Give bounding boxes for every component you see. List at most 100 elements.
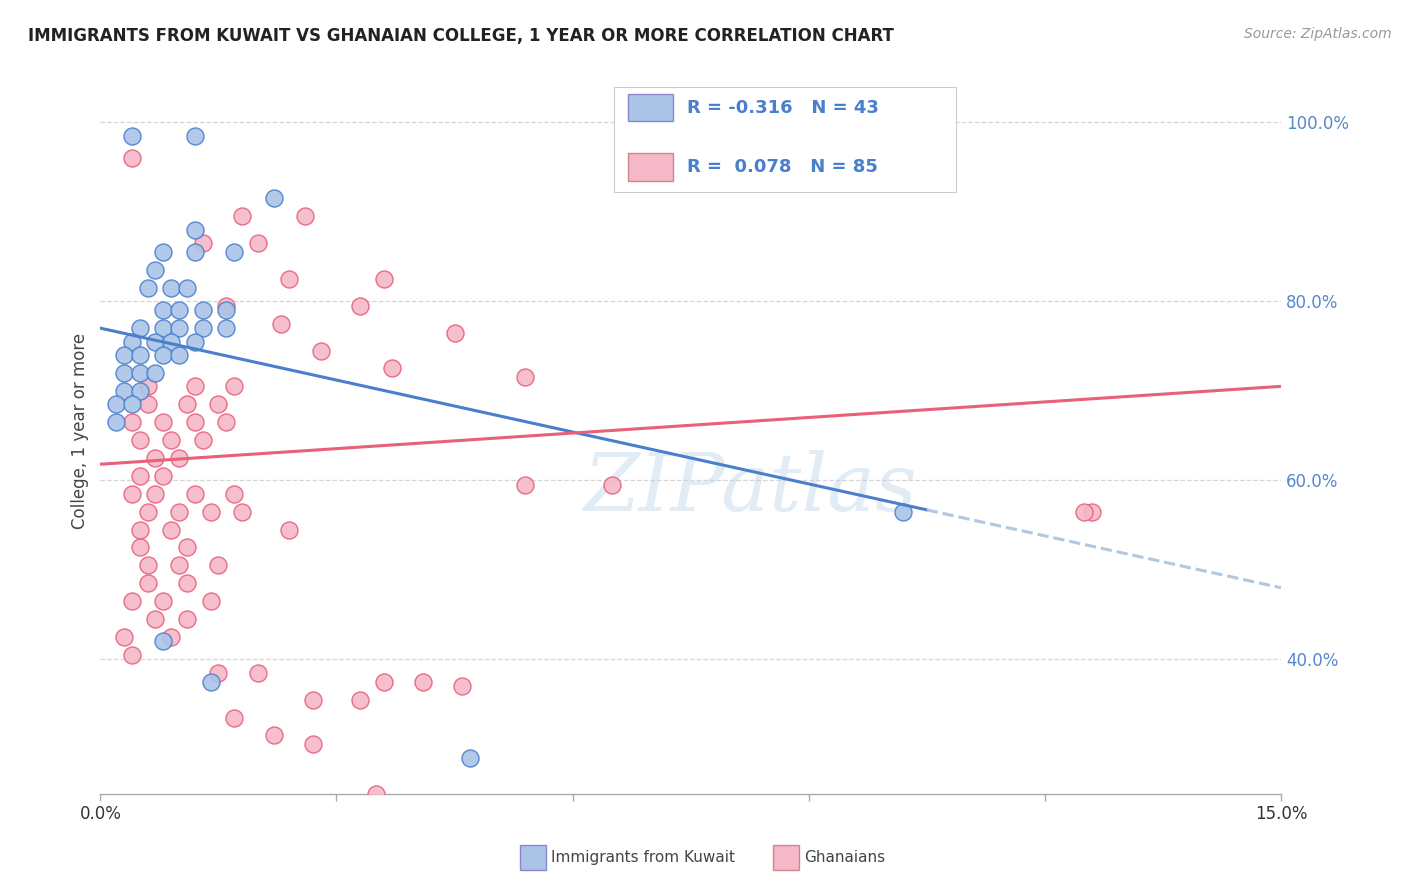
Text: ZIPatlas: ZIPatlas — [583, 450, 917, 528]
Point — [364, 787, 387, 801]
Point — [176, 576, 198, 591]
Point — [231, 505, 253, 519]
Point — [136, 558, 159, 573]
Point — [105, 415, 128, 429]
Point — [145, 612, 167, 626]
Point — [184, 379, 207, 393]
Point — [200, 505, 222, 519]
Text: Source: ZipAtlas.com: Source: ZipAtlas.com — [1244, 27, 1392, 41]
Point — [380, 361, 402, 376]
Point — [191, 321, 214, 335]
Point — [207, 558, 229, 573]
Point — [278, 272, 301, 286]
Point — [349, 299, 371, 313]
Point — [176, 281, 198, 295]
FancyBboxPatch shape — [614, 87, 956, 192]
Point — [136, 379, 159, 393]
Text: IMMIGRANTS FROM KUWAIT VS GHANAIAN COLLEGE, 1 YEAR OR MORE CORRELATION CHART: IMMIGRANTS FROM KUWAIT VS GHANAIAN COLLE… — [28, 27, 894, 45]
Point — [112, 384, 135, 398]
Bar — [628, 153, 673, 181]
Point — [152, 321, 174, 335]
Point — [121, 648, 143, 662]
Point — [160, 334, 183, 349]
Point — [121, 397, 143, 411]
Point — [145, 334, 167, 349]
Point — [152, 594, 174, 608]
Point — [224, 379, 246, 393]
Point — [224, 710, 246, 724]
Point — [152, 245, 174, 260]
Point — [128, 541, 150, 555]
Point — [167, 303, 190, 318]
Point — [112, 630, 135, 644]
Point — [302, 738, 325, 752]
Point — [176, 541, 198, 555]
Point — [121, 594, 143, 608]
Point — [891, 505, 914, 519]
Point — [184, 128, 207, 143]
Bar — [628, 94, 673, 121]
Point — [246, 665, 269, 680]
Point — [224, 487, 246, 501]
Point — [302, 692, 325, 706]
Point — [443, 326, 465, 340]
Point — [200, 674, 222, 689]
Text: Immigrants from Kuwait: Immigrants from Kuwait — [551, 850, 735, 864]
Point — [600, 478, 623, 492]
Point — [184, 245, 207, 260]
Point — [136, 505, 159, 519]
Point — [136, 576, 159, 591]
Point — [128, 366, 150, 380]
Point — [231, 209, 253, 223]
Point — [184, 415, 207, 429]
Point — [270, 317, 292, 331]
Point — [152, 348, 174, 362]
Point — [184, 487, 207, 501]
Point — [1081, 505, 1104, 519]
Y-axis label: College, 1 year or more: College, 1 year or more — [72, 333, 89, 529]
Point — [145, 450, 167, 465]
Text: R = -0.316   N = 43: R = -0.316 N = 43 — [688, 99, 879, 117]
Point — [128, 433, 150, 447]
Point — [121, 334, 143, 349]
Point — [112, 366, 135, 380]
Point — [121, 151, 143, 165]
Point — [412, 674, 434, 689]
Point — [121, 415, 143, 429]
Point — [184, 334, 207, 349]
Point — [121, 128, 143, 143]
Point — [294, 209, 316, 223]
Point — [176, 397, 198, 411]
Point — [373, 674, 395, 689]
Point — [373, 272, 395, 286]
Point — [121, 487, 143, 501]
Point — [191, 303, 214, 318]
Point — [167, 321, 190, 335]
Point — [443, 889, 465, 892]
Point — [419, 889, 441, 892]
Point — [128, 348, 150, 362]
Point — [263, 191, 285, 205]
Point — [278, 523, 301, 537]
Point — [515, 370, 537, 384]
Point — [224, 245, 246, 260]
Point — [128, 384, 150, 398]
Point — [246, 236, 269, 251]
Point — [451, 679, 474, 693]
Point — [184, 222, 207, 236]
Point — [167, 558, 190, 573]
Point — [152, 468, 174, 483]
Point — [136, 281, 159, 295]
Point — [105, 397, 128, 411]
Text: Ghanaians: Ghanaians — [804, 850, 886, 864]
Point — [145, 366, 167, 380]
Point — [152, 634, 174, 648]
Point — [215, 299, 238, 313]
Point — [136, 397, 159, 411]
Point — [215, 415, 238, 429]
Point — [128, 321, 150, 335]
Point — [263, 729, 285, 743]
Point — [167, 450, 190, 465]
Point — [215, 321, 238, 335]
Point — [160, 281, 183, 295]
